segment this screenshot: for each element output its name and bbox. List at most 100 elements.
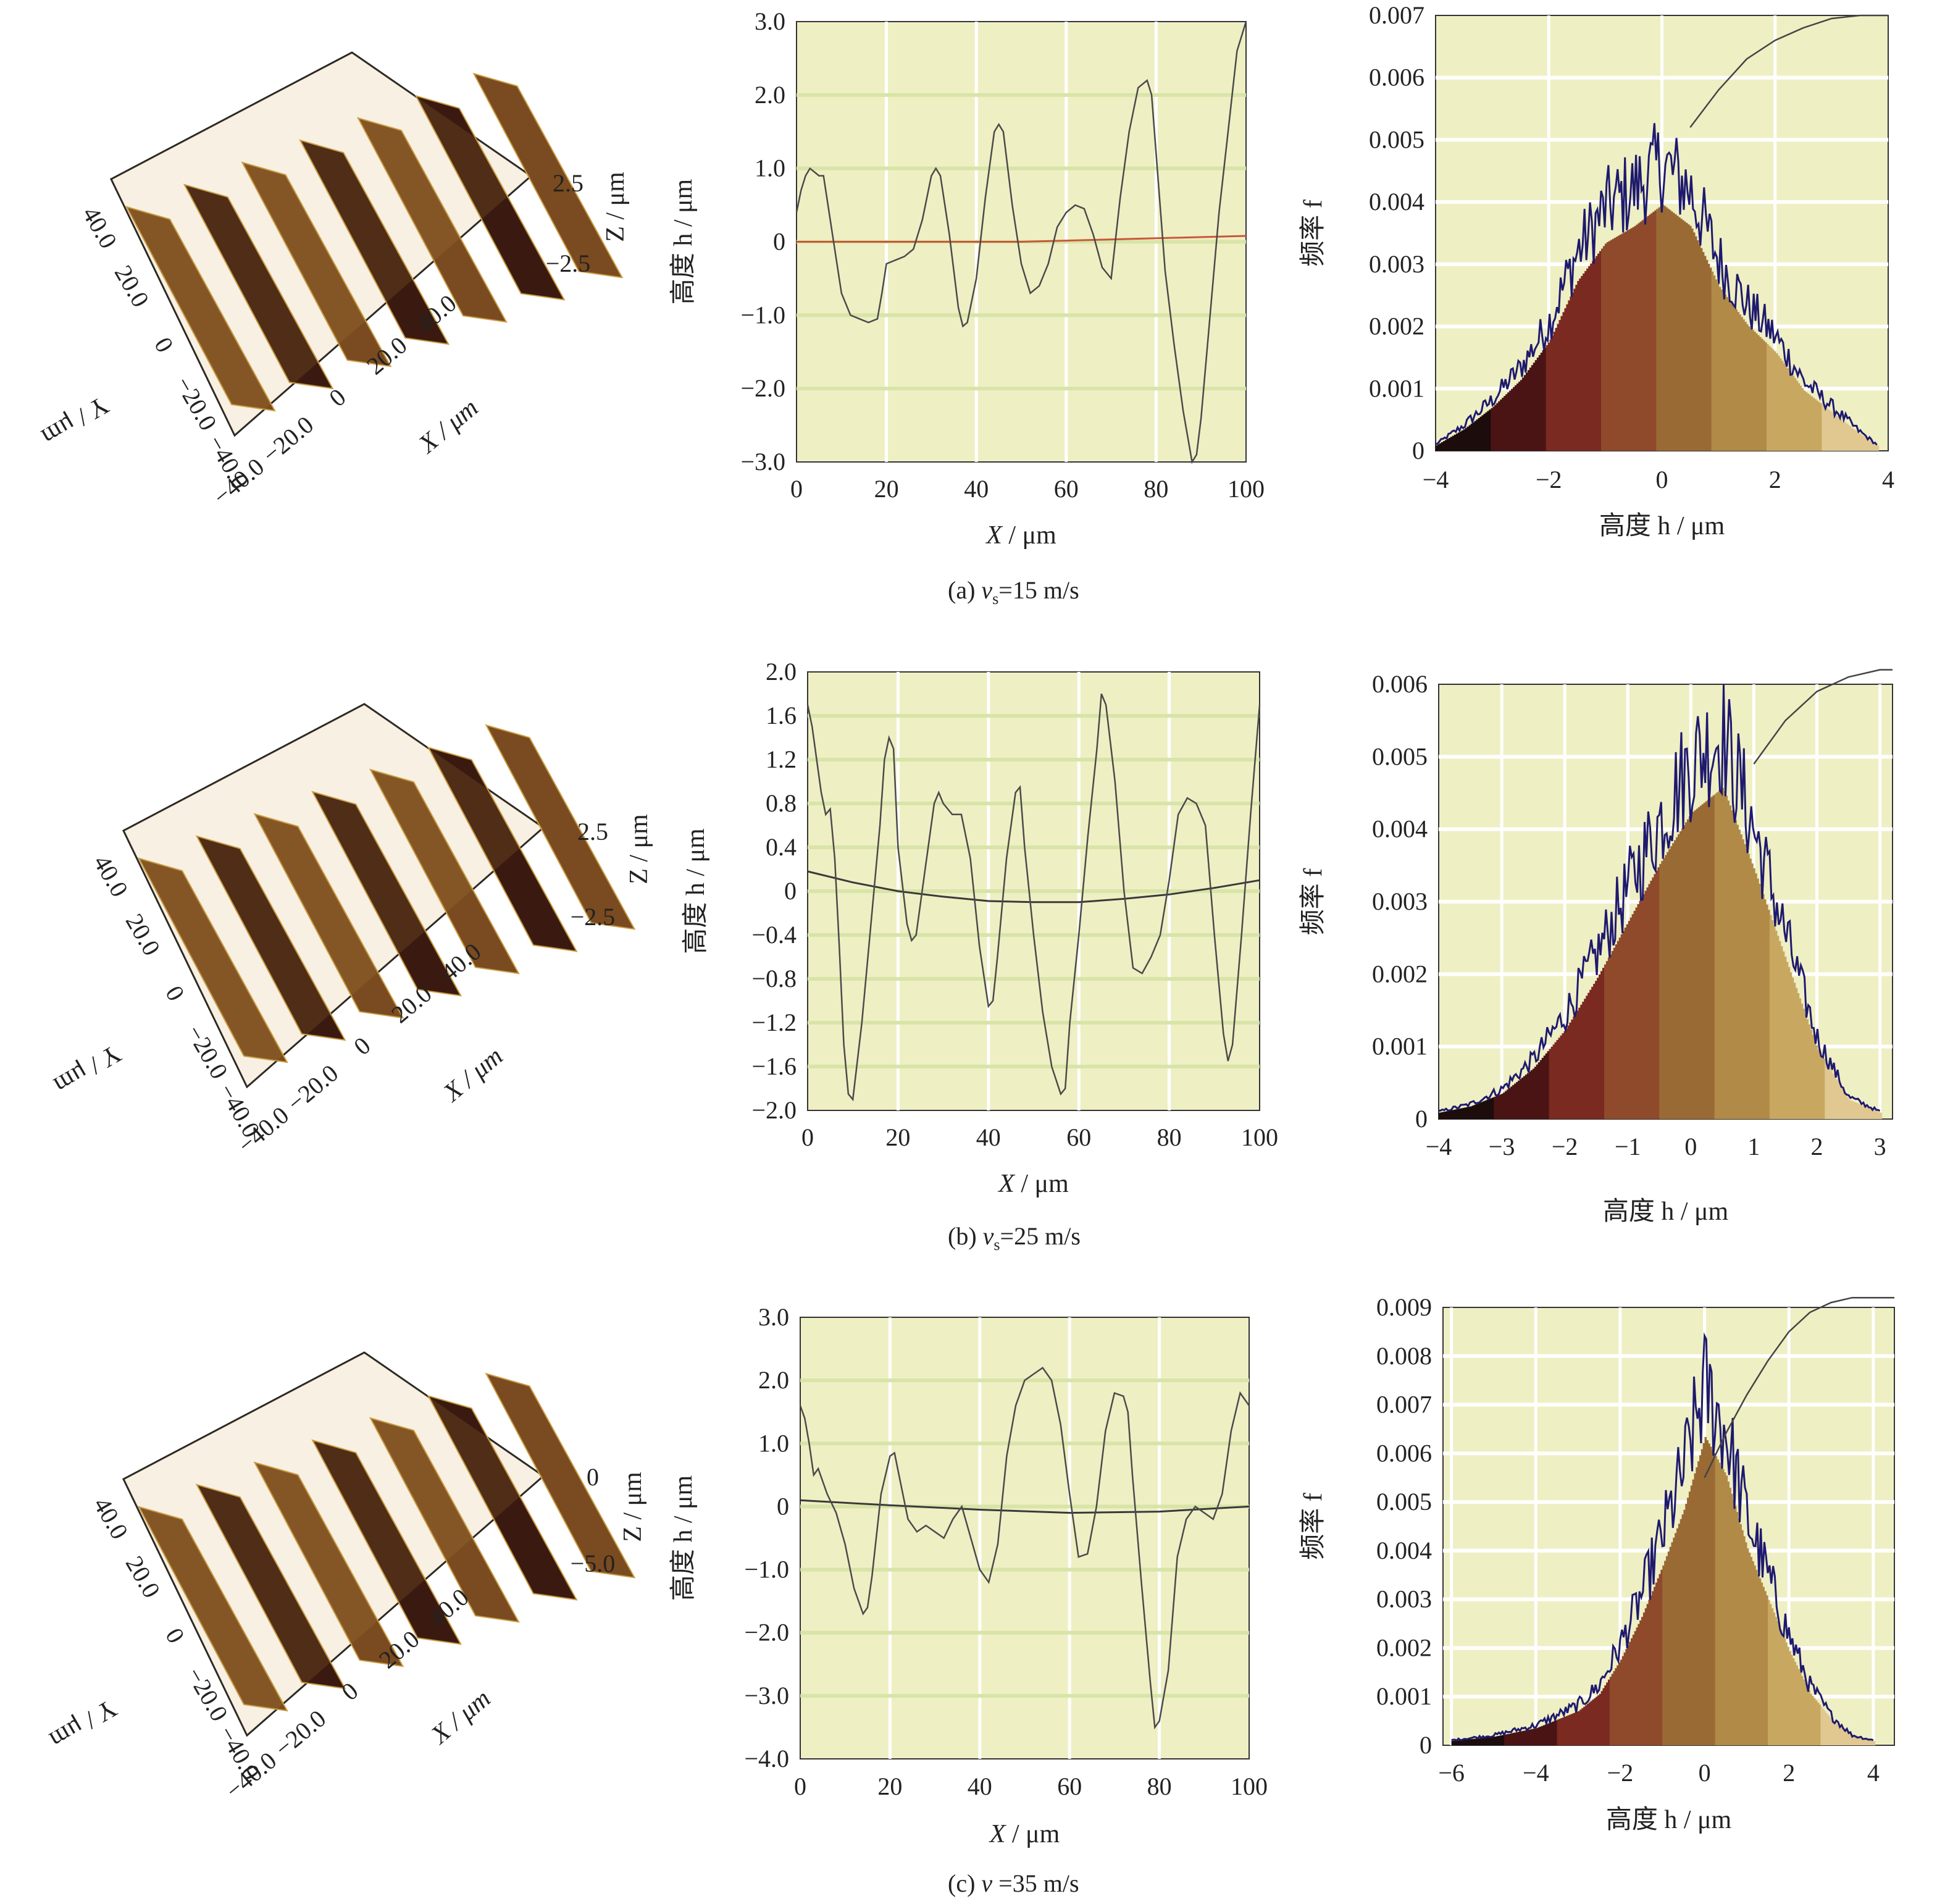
histogram-a-bar <box>1518 382 1521 451</box>
histogram-b-bar <box>1767 910 1770 1119</box>
histogram-b-bar <box>1880 1112 1883 1119</box>
histogram-b-y-axis-label: 频率 f <box>1299 868 1328 936</box>
histogram-b-outline <box>1438 684 1881 1112</box>
histogram-b-bar <box>1712 795 1715 1119</box>
histogram-b-bar <box>1552 1044 1555 1119</box>
histogram-c-bar <box>1739 1524 1742 1745</box>
profile-b-series-line <box>806 694 1261 1102</box>
histogram-a-bar <box>1504 396 1506 451</box>
profile-c-y-axis-label: 高度 h / μm <box>669 1475 698 1601</box>
histogram-c-bar <box>1868 1740 1870 1745</box>
histogram-b-bar <box>1600 971 1603 1119</box>
caption-b: (b) vs=25 m/s <box>948 1222 1081 1254</box>
histogram-c-bar <box>1669 1546 1672 1745</box>
histogram-a-bar <box>1542 350 1545 451</box>
histogram-b-bar <box>1567 1025 1570 1119</box>
histogram-c-bar <box>1794 1661 1797 1745</box>
histogram-c-bar <box>1757 1574 1760 1745</box>
surface-c-ridge <box>369 1417 520 1623</box>
histogram-a-bar <box>1540 353 1543 451</box>
histogram-b-bar <box>1521 1077 1524 1119</box>
histogram-a-bar <box>1805 392 1808 451</box>
histogram-c-bar <box>1799 1672 1802 1745</box>
histogram-a-bar <box>1507 392 1510 451</box>
histogram-b-bar <box>1573 1017 1575 1119</box>
histogram-a-bar <box>1827 409 1830 451</box>
histogram-a-bar <box>1873 443 1876 451</box>
profile-c-y-tick-label: −1.0 <box>744 1556 789 1583</box>
histogram-b-bar <box>1670 846 1673 1119</box>
histogram-a-bar <box>1533 363 1536 451</box>
histogram-a-bar <box>1485 412 1487 451</box>
surface-b-sheen <box>123 704 543 1087</box>
histogram-a-bar <box>1658 207 1660 451</box>
histogram-b-bar <box>1731 810 1733 1119</box>
histogram-b-bar <box>1838 1082 1840 1119</box>
histogram-b-bar <box>1578 1007 1581 1119</box>
histogram-b-bar <box>1464 1107 1467 1119</box>
histogram-b-x-tick-label: −1 <box>1615 1133 1641 1160</box>
histogram-a-bar <box>1759 337 1762 451</box>
histogram-b-bar <box>1510 1086 1513 1119</box>
histogram-b-bar <box>1760 889 1763 1119</box>
histogram-c-bar <box>1516 1732 1519 1745</box>
histogram-b-bar <box>1486 1099 1489 1119</box>
histogram-a-bar <box>1684 221 1686 451</box>
histogram-a-bar <box>1842 420 1844 451</box>
histogram-b-bar <box>1773 925 1776 1119</box>
histogram-a-bar <box>1502 398 1504 451</box>
histogram-a-bar <box>1579 278 1581 451</box>
surface-a-ridge <box>299 139 450 345</box>
histogram-c-bar <box>1536 1728 1538 1745</box>
profile-b-x-tick-label: 40 <box>976 1123 1001 1151</box>
histogram-b-bar <box>1659 863 1662 1119</box>
profile-c-x-tick-label: 100 <box>1231 1772 1268 1800</box>
histogram-a-bar <box>1663 206 1666 451</box>
histogram-c-bar <box>1644 1608 1647 1745</box>
histogram-a-bar <box>1505 394 1508 451</box>
histogram-b-y-tick-label: 0.004 <box>1372 815 1428 843</box>
histogram-a-bar <box>1680 219 1683 451</box>
histogram-b-bar <box>1440 1112 1443 1119</box>
histogram-a-bar <box>1454 434 1457 451</box>
surface-c-ridge <box>195 1483 346 1690</box>
histogram-a-bar <box>1577 280 1579 451</box>
histogram-a-y-tick-label: 0.004 <box>1369 188 1424 216</box>
histogram-b-cumulative-line <box>1753 669 1893 765</box>
histogram-c-bar <box>1860 1738 1863 1745</box>
histogram-c-bar <box>1462 1740 1465 1745</box>
histogram-b-bar <box>1674 840 1676 1119</box>
histogram-a-bar <box>1641 220 1644 451</box>
histogram-c-bar <box>1838 1725 1841 1745</box>
histogram-a-bar <box>1437 444 1440 451</box>
histogram-a-bar <box>1442 441 1445 451</box>
histogram-a-bar <box>1823 406 1826 451</box>
histogram-a-bar <box>1730 301 1733 451</box>
histogram-a-bar <box>1538 355 1541 451</box>
surface-a-y-tick: 40.0 <box>77 202 123 253</box>
profile-c-y-tick-label: 1.0 <box>758 1429 789 1457</box>
histogram-c-bar <box>1802 1679 1805 1745</box>
histogram-b-bar <box>1852 1101 1855 1119</box>
histogram-c-bar <box>1806 1687 1809 1745</box>
histogram-b-bar <box>1775 930 1778 1119</box>
histogram-b-bar <box>1615 944 1618 1119</box>
histogram-a-bar <box>1801 388 1804 451</box>
histogram-b-bar <box>1696 808 1699 1119</box>
histogram-a-bar <box>1509 390 1512 451</box>
profile-b-y-tick-label: 1.6 <box>766 702 797 729</box>
histogram-a-bar <box>1773 351 1776 451</box>
histogram-a-bar <box>1566 304 1569 451</box>
histogram-a-bar <box>1570 296 1572 451</box>
histogram-c-y-tick-label: 0.004 <box>1376 1537 1432 1564</box>
histogram-a-x-tick-label: 0 <box>1656 466 1668 493</box>
histogram-a-bar <box>1643 219 1646 451</box>
histogram-a-bar <box>1441 442 1444 451</box>
histogram-c-bar <box>1731 1493 1733 1745</box>
histogram-a-bar <box>1731 304 1734 451</box>
surface-a-ridge <box>241 161 392 367</box>
histogram-b-bar <box>1545 1053 1548 1119</box>
histogram-c-bar <box>1815 1700 1818 1745</box>
histogram-b-bar <box>1439 1112 1441 1119</box>
histogram-b-bar <box>1466 1107 1469 1119</box>
